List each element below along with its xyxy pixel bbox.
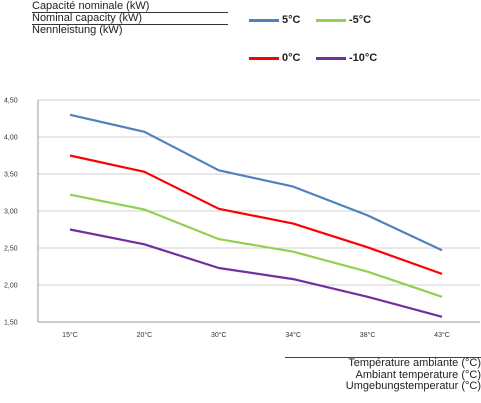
y-tick-label-1: 2,00 [4, 283, 18, 290]
y-axis-title-fr: Capacité nominale (kW) [32, 0, 150, 12]
x-tick-label-5: 43°C [434, 331, 450, 339]
x-axis-title: Température ambiante (°C) Ambiant temper… [285, 357, 481, 393]
y-axis-title: Capacité nominale (kW) Nominal capacity … [32, 0, 228, 36]
y-axis-title-de: Nennleistung (kW) [32, 24, 123, 36]
series-line-0 [69, 113, 443, 252]
legend-label-minus5c: -5°C [349, 14, 372, 26]
series-line-1 [69, 154, 443, 275]
x-tick-label-2: 30°C [211, 331, 227, 339]
y-tick-label-2: 2,50 [4, 246, 18, 253]
legend-item-0c: 0°C [249, 51, 300, 65]
x-tick-label-3: 34°C [285, 331, 301, 339]
y-axis-title-divider-1 [32, 12, 228, 13]
legend-swatch-0c [249, 56, 279, 60]
y-tick-label-4: 3,50 [4, 172, 18, 179]
legend-swatch-5c [249, 18, 279, 22]
y-tick-label-5: 4,00 [4, 135, 18, 142]
y-tick-label-3: 3,00 [4, 209, 18, 216]
legend-item-minus10c: -10°C [316, 51, 377, 65]
x-axis-title-fr: Température ambiante (°C) [348, 357, 481, 369]
x-tick-label-1: 20°C [137, 331, 153, 339]
series-line-3 [69, 228, 443, 318]
x-axis-title-en: Ambiant temperature (°C) [355, 368, 481, 381]
legend-item-minus5c: -5°C [316, 13, 371, 27]
y-tick-label-0: 1,50 [4, 320, 18, 327]
y-axis-title-en: Nominal capacity (kW) [32, 12, 143, 24]
legend-item-5c: 5°C [249, 13, 300, 27]
series-line-2 [69, 193, 443, 298]
legend-swatch-minus5c [316, 18, 346, 22]
legend-label-5c: 5°C [282, 14, 301, 26]
x-axis-title-de: Umgebungstemperatur (°C) [345, 380, 481, 392]
x-tick-label-4: 38°C [360, 331, 376, 339]
legend-label-0c: 0°C [282, 52, 301, 64]
x-axis-title-divider [285, 357, 481, 358]
x-tick-label-0: 15°C [62, 331, 78, 339]
y-axis-title-divider-2 [32, 24, 228, 25]
legend-swatch-minus10c [316, 56, 346, 60]
y-tick-label-6: 4,50 [4, 98, 18, 105]
legend-label-minus10c: -10°C [349, 52, 378, 64]
